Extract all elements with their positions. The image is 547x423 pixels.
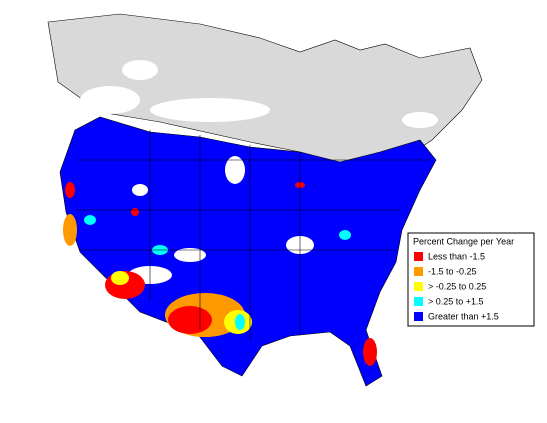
legend-label: Less than -1.5: [428, 251, 485, 261]
region-slight-increase: [84, 215, 96, 225]
region-slight-increase: [339, 230, 351, 240]
white-patch: [132, 184, 148, 196]
legend-swatch: [414, 252, 423, 261]
border-line: [75, 130, 430, 340]
legend-swatch: [414, 267, 423, 276]
region-strong-decrease: [363, 338, 377, 366]
white-patch: [150, 98, 270, 122]
region-strong-decrease: [168, 306, 212, 334]
legend-title: Percent Change per Year: [413, 236, 514, 246]
region-stable: [111, 271, 129, 285]
region-decrease: [63, 214, 77, 246]
region-slight-increase: [235, 314, 245, 330]
legend-label: > 0.25 to +1.5: [428, 296, 484, 306]
white-patch: [80, 86, 140, 114]
canada-no-data: [47, 13, 483, 167]
legend: Percent Change per Year Less than -1.5 -1…: [407, 232, 535, 327]
region-strong-decrease: [65, 182, 75, 198]
white-patch: [225, 156, 245, 184]
legend-swatch: [414, 312, 423, 321]
white-patch: [174, 248, 206, 262]
legend-label: > -0.25 to 0.25: [428, 281, 486, 291]
legend-swatch: [414, 282, 423, 291]
legend-box: [407, 232, 535, 327]
legend-label: -1.5 to -0.25: [428, 266, 477, 276]
white-patch: [122, 60, 158, 80]
legend-swatch: [414, 297, 423, 306]
white-patch: [402, 112, 438, 128]
legend-label: Greater than +1.5: [428, 311, 499, 321]
region-strong-decrease: [131, 208, 139, 216]
